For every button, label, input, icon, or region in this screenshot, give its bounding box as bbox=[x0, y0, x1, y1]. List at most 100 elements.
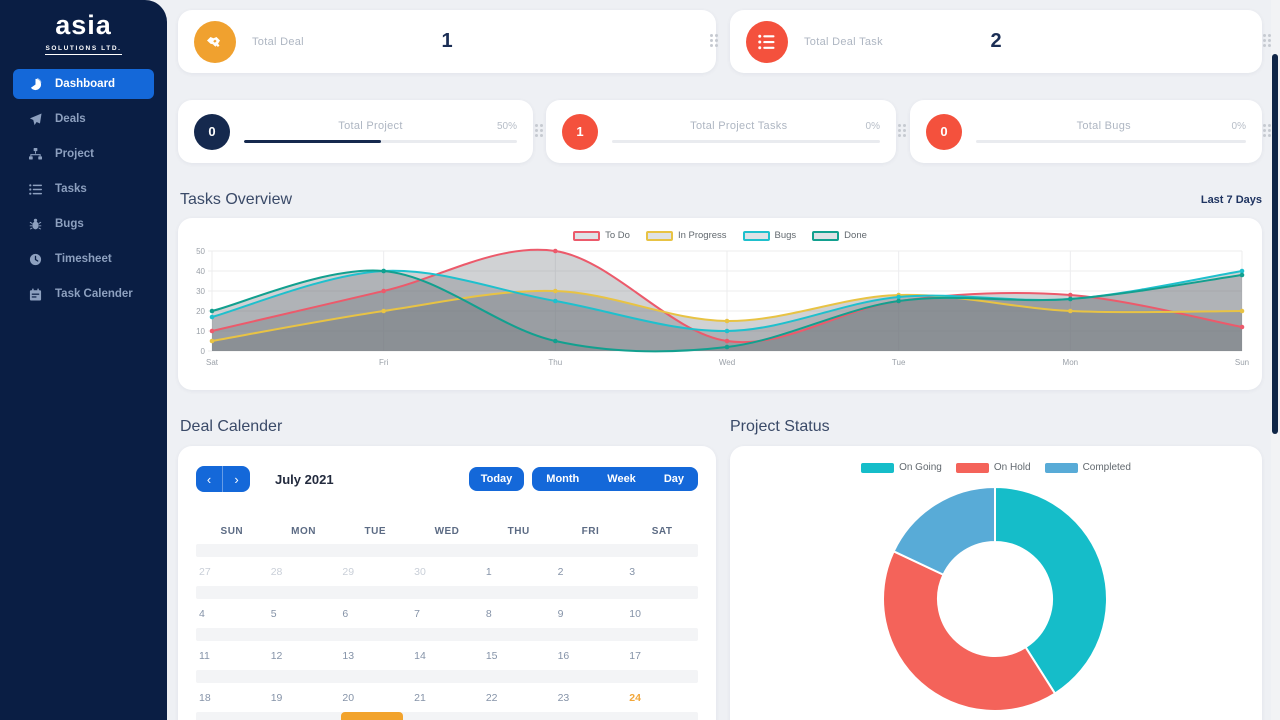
calendar-day[interactable]: 29 bbox=[342, 566, 355, 578]
month-view-button[interactable]: Month bbox=[532, 467, 593, 491]
calendar-event-lane bbox=[196, 544, 698, 557]
legend-label: On Hold bbox=[993, 462, 1031, 473]
calendar-day[interactable]: 20 bbox=[342, 692, 355, 704]
calendar-day[interactable]: 5 bbox=[270, 608, 277, 620]
donut-slice-on-going bbox=[994, 485, 1108, 695]
total-bugs-percent: 0% bbox=[1231, 120, 1246, 132]
sitemap-icon bbox=[28, 147, 42, 161]
total-bugs-card: 0 Total Bugs 0% bbox=[910, 100, 1262, 163]
sidebar-item-dashboard[interactable]: Dashboard bbox=[13, 69, 154, 99]
sidebar-item-label: Deals bbox=[55, 113, 86, 125]
calendar-event-lane bbox=[196, 628, 698, 641]
today-button[interactable]: Today bbox=[468, 467, 525, 491]
calendar-day-header: THU bbox=[507, 526, 530, 537]
calendar-day[interactable]: 4 bbox=[199, 608, 205, 620]
calendar-event-lane bbox=[196, 712, 698, 720]
drag-handle-icon[interactable] bbox=[1263, 124, 1271, 137]
sidebar-item-task-calender[interactable]: Task Calender bbox=[13, 279, 154, 309]
scrollbar-thumb[interactable] bbox=[1272, 54, 1278, 434]
total-bugs-count-badge: 0 bbox=[926, 113, 962, 150]
calendar-day[interactable]: 2 bbox=[557, 566, 564, 578]
legend-item-completed[interactable]: Completed bbox=[1044, 462, 1131, 473]
sidebar-item-label: Dashboard bbox=[55, 78, 116, 90]
total-project-card: 0 Total Project 50% bbox=[178, 100, 533, 163]
legend-item-to-do[interactable]: To Do bbox=[573, 230, 630, 241]
calendar-day[interactable]: 9 bbox=[557, 608, 564, 620]
legend-swatch bbox=[955, 462, 989, 473]
list-icon bbox=[28, 182, 42, 196]
total-project-tasks-count-badge: 1 bbox=[562, 113, 598, 150]
calendar-day[interactable]: 17 bbox=[629, 650, 641, 662]
calendar-event-bar[interactable] bbox=[341, 712, 404, 720]
svg-text:30: 30 bbox=[196, 287, 205, 296]
sidebar-item-label: Task Calender bbox=[55, 288, 133, 300]
calendar-day[interactable]: 11 bbox=[199, 650, 210, 662]
total-deal-task-value: 2 bbox=[990, 30, 1002, 52]
drag-handle-icon[interactable] bbox=[1263, 34, 1271, 47]
legend-swatch bbox=[573, 230, 601, 241]
calendar-day[interactable]: 12 bbox=[270, 650, 283, 662]
svg-text:Thu: Thu bbox=[548, 358, 562, 367]
sidebar-item-deals[interactable]: Deals bbox=[13, 104, 154, 134]
calendar-day[interactable]: 10 bbox=[629, 608, 641, 620]
day-view-button[interactable]: Day bbox=[650, 467, 698, 491]
progress-track bbox=[244, 140, 517, 143]
calendar-day-header: MON bbox=[291, 526, 316, 537]
calendar-day[interactable]: 22 bbox=[485, 692, 498, 704]
calendar-day[interactable]: 7 bbox=[414, 608, 420, 620]
total-deal-task-label: Total Deal Task bbox=[804, 35, 883, 48]
calendar-day[interactable]: 8 bbox=[485, 608, 492, 620]
calendar-day[interactable]: 30 bbox=[414, 566, 426, 578]
tasks-overview-legend: To Do In Progress Bugs Done bbox=[178, 218, 1262, 241]
legend-item-on-hold[interactable]: On Hold bbox=[955, 462, 1031, 473]
calendar-prev-button[interactable]: ‹ bbox=[196, 466, 223, 492]
calendar-day[interactable]: 13 bbox=[342, 650, 355, 662]
legend-item-bugs[interactable]: Bugs bbox=[742, 230, 796, 241]
calendar-day[interactable]: 15 bbox=[485, 650, 498, 662]
week-view-button[interactable]: Week bbox=[593, 467, 650, 491]
svg-text:Sun: Sun bbox=[1235, 358, 1249, 367]
svg-text:50: 50 bbox=[196, 247, 205, 256]
calendar-day[interactable]: 23 bbox=[557, 692, 570, 704]
calendar-day[interactable]: 28 bbox=[270, 566, 283, 578]
chevron-right-icon: › bbox=[234, 471, 239, 487]
total-project-label: Total Project bbox=[338, 120, 403, 132]
tasks-overview-title: Tasks Overview bbox=[180, 191, 293, 208]
tasks-overview-card: To Do In Progress Bugs Done 0 10 20 30 40 50 Sat F… bbox=[178, 218, 1262, 390]
calendar-day[interactable]: 3 bbox=[629, 566, 636, 578]
legend-label: Done bbox=[844, 230, 867, 241]
total-deal-label: Total Deal bbox=[252, 35, 304, 48]
calendar-day-today[interactable]: 24 bbox=[629, 692, 641, 704]
calendar-day[interactable]: 1 bbox=[485, 566, 492, 578]
legend-item-done[interactable]: Done bbox=[812, 230, 867, 241]
svg-text:Tue: Tue bbox=[892, 358, 906, 367]
progress-track bbox=[612, 140, 880, 143]
calendar-day-header: SAT bbox=[651, 526, 673, 537]
legend-item-in-progress[interactable]: In Progress bbox=[645, 230, 727, 241]
calendar-day[interactable]: 21 bbox=[414, 692, 426, 704]
total-project-percent: 50% bbox=[496, 120, 517, 132]
calendar-day[interactable]: 19 bbox=[270, 692, 283, 704]
calendar-week-row: 4 5 6 7 8 9 10 bbox=[196, 608, 698, 620]
legend-swatch bbox=[742, 230, 770, 241]
legend-item-on-going[interactable]: On Going bbox=[861, 462, 942, 473]
calendar-day[interactable]: 6 bbox=[342, 608, 349, 620]
drag-handle-icon[interactable] bbox=[898, 124, 906, 137]
calendar-month-label: July 2021 bbox=[275, 471, 334, 487]
sidebar-item-bugs[interactable]: Bugs bbox=[13, 209, 154, 239]
calendar-next-button[interactable]: › bbox=[223, 466, 250, 492]
calendar-event-lane bbox=[196, 670, 698, 683]
calendar-day[interactable]: 27 bbox=[199, 566, 211, 578]
logo-title: asia bbox=[55, 10, 112, 40]
calendar-day-header: WED bbox=[434, 526, 460, 537]
tasks-overview-chart: 0 10 20 30 40 50 Sat Fri Thu Wed Tue Mon Sun bbox=[196, 247, 1249, 367]
sidebar-item-tasks[interactable]: Tasks bbox=[13, 174, 154, 204]
drag-handle-icon[interactable] bbox=[535, 124, 543, 137]
calendar-day[interactable]: 14 bbox=[414, 650, 426, 662]
drag-handle-icon[interactable] bbox=[710, 34, 718, 47]
sidebar-item-timesheet[interactable]: Timesheet bbox=[13, 244, 154, 274]
legend-label: In Progress bbox=[677, 230, 727, 241]
calendar-day[interactable]: 18 bbox=[199, 692, 211, 704]
calendar-day[interactable]: 16 bbox=[557, 650, 570, 662]
sidebar-item-project[interactable]: Project bbox=[13, 139, 154, 169]
